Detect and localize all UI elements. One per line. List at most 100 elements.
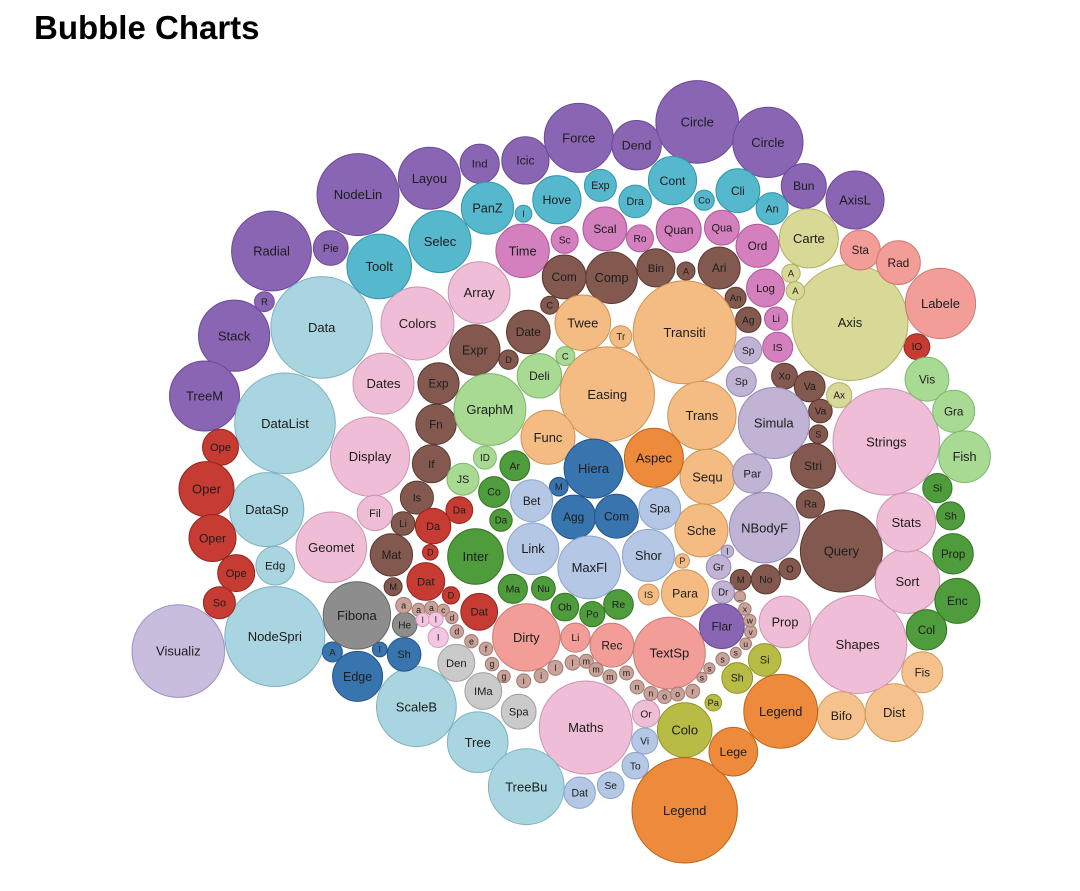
- svg-text:u: u: [743, 639, 748, 649]
- svg-text:Qua: Qua: [712, 223, 734, 235]
- svg-text:Bet: Bet: [523, 495, 541, 508]
- svg-text:IO: IO: [912, 342, 923, 353]
- svg-text:Fis: Fis: [915, 666, 931, 679]
- svg-text:Ro: Ro: [633, 234, 646, 245]
- svg-text:Da: Da: [426, 521, 441, 533]
- svg-text:Simula: Simula: [754, 416, 795, 431]
- svg-text:Visualiz: Visualiz: [156, 644, 201, 659]
- svg-text:M: M: [737, 575, 745, 586]
- svg-text:Dat: Dat: [470, 607, 488, 619]
- svg-text:Edg: Edg: [265, 561, 285, 573]
- svg-text:TreeBu: TreeBu: [505, 779, 547, 794]
- svg-text:Sh: Sh: [944, 512, 957, 523]
- svg-text:Oper: Oper: [192, 482, 222, 497]
- svg-text:Expr: Expr: [462, 343, 488, 357]
- svg-text:g: g: [490, 659, 495, 669]
- svg-text:Link: Link: [521, 542, 545, 556]
- svg-text:l: l: [554, 663, 556, 673]
- svg-text:s: s: [700, 672, 704, 682]
- svg-text:Sta: Sta: [852, 245, 870, 257]
- svg-text:IS: IS: [773, 342, 783, 354]
- svg-text:Ra: Ra: [804, 500, 817, 511]
- svg-text:l: l: [435, 615, 437, 625]
- svg-text:I: I: [437, 633, 440, 644]
- svg-text:Sh: Sh: [397, 649, 410, 661]
- svg-text:S: S: [815, 428, 821, 439]
- svg-text:Circle: Circle: [751, 135, 784, 150]
- svg-text:Display: Display: [349, 449, 392, 464]
- svg-text:Deli: Deli: [529, 369, 549, 383]
- svg-text:Si: Si: [933, 484, 942, 495]
- svg-text:i: i: [523, 676, 525, 686]
- svg-text:l: l: [422, 615, 424, 625]
- svg-text:M: M: [555, 481, 563, 492]
- svg-text:Bun: Bun: [793, 179, 814, 193]
- svg-text:Ob: Ob: [558, 603, 572, 614]
- svg-text:Legend: Legend: [663, 803, 706, 818]
- svg-text:o: o: [675, 689, 680, 699]
- svg-text:If: If: [428, 459, 435, 471]
- svg-text:Icic: Icic: [516, 154, 534, 168]
- svg-text:Xo: Xo: [778, 372, 791, 383]
- svg-text:NodeSpri: NodeSpri: [248, 629, 302, 644]
- svg-text:Sort: Sort: [895, 574, 919, 589]
- svg-text:A: A: [792, 286, 799, 296]
- svg-text:o: o: [662, 692, 667, 702]
- svg-text:m: m: [623, 668, 630, 678]
- svg-text:Sp: Sp: [742, 346, 755, 357]
- svg-text:MaxFl: MaxFl: [572, 560, 608, 575]
- svg-text:Sc: Sc: [559, 235, 571, 246]
- svg-text:Dr: Dr: [718, 587, 729, 598]
- svg-text:Dat: Dat: [571, 787, 588, 799]
- svg-text:Geomet: Geomet: [308, 540, 355, 555]
- svg-text:Ag: Ag: [742, 315, 754, 326]
- svg-text:M: M: [389, 582, 397, 592]
- svg-text:ScaleB: ScaleB: [396, 699, 437, 714]
- svg-text:d: d: [454, 627, 459, 637]
- svg-text:s: s: [707, 663, 711, 673]
- svg-text:Col: Col: [918, 625, 935, 637]
- svg-text:Dra: Dra: [626, 196, 643, 208]
- svg-text:Is: Is: [413, 492, 422, 504]
- svg-text:r: r: [691, 686, 694, 696]
- svg-text:IMa: IMa: [474, 686, 493, 698]
- svg-text:DataList: DataList: [261, 416, 309, 431]
- svg-text:Stack: Stack: [218, 328, 251, 343]
- svg-text:Li: Li: [399, 519, 407, 530]
- svg-text:Agg: Agg: [563, 510, 584, 524]
- svg-text:Gra: Gra: [944, 405, 964, 418]
- svg-text:Edge: Edge: [343, 670, 372, 684]
- svg-text:Co: Co: [698, 196, 710, 207]
- svg-text:Sp: Sp: [735, 376, 748, 388]
- svg-text:Sh: Sh: [731, 673, 744, 685]
- svg-text:Pie: Pie: [323, 243, 339, 255]
- svg-text:Dist: Dist: [883, 705, 906, 720]
- svg-text:Mat: Mat: [382, 549, 402, 562]
- svg-text:Ope: Ope: [226, 568, 247, 580]
- svg-text:Cont: Cont: [660, 174, 687, 188]
- svg-text:Exp: Exp: [429, 377, 449, 390]
- svg-text:Com: Com: [604, 509, 629, 523]
- svg-text:R: R: [261, 297, 268, 308]
- svg-text:Force: Force: [562, 130, 595, 145]
- svg-text:No: No: [759, 575, 773, 586]
- svg-text:Radial: Radial: [253, 244, 290, 259]
- svg-text:Exp: Exp: [591, 180, 609, 192]
- svg-text:Va: Va: [804, 381, 816, 393]
- svg-text:ID: ID: [480, 453, 490, 464]
- svg-text:c: c: [441, 605, 446, 615]
- svg-text:Dat: Dat: [417, 576, 435, 588]
- svg-text:Dirty: Dirty: [513, 630, 540, 645]
- svg-text:Prop: Prop: [941, 549, 965, 561]
- svg-text:Shor: Shor: [635, 549, 663, 563]
- svg-text:Transiti: Transiti: [664, 325, 706, 340]
- svg-text:a: a: [401, 600, 407, 610]
- svg-text:Ind: Ind: [472, 159, 488, 171]
- svg-text:Hove: Hove: [543, 193, 572, 207]
- svg-text:Circle: Circle: [681, 114, 714, 129]
- svg-text:Da: Da: [495, 515, 508, 526]
- svg-text:P: P: [679, 556, 685, 566]
- svg-text:IS: IS: [644, 590, 653, 601]
- svg-text:Li: Li: [772, 314, 780, 325]
- svg-text:Fish: Fish: [953, 450, 977, 464]
